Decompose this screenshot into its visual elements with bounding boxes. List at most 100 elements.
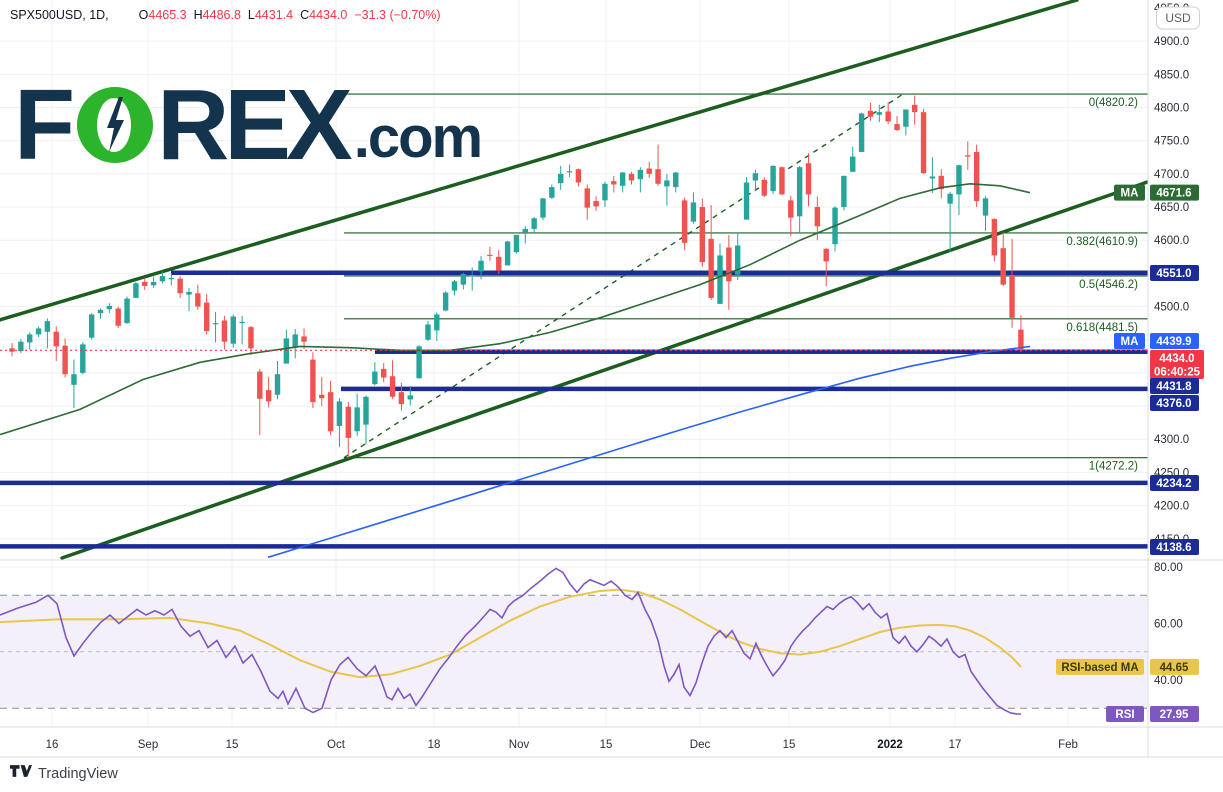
rsi-ma-value-badge — [1150, 658, 1199, 675]
price-tick: 4850.0 — [1154, 69, 1189, 81]
time-tick: 17 — [949, 739, 962, 751]
candle-body — [442, 292, 449, 311]
badge-text: RSI-based MA — [1061, 662, 1138, 674]
candle-body — [973, 151, 980, 202]
usd-button[interactable]: USD — [1156, 6, 1200, 30]
badge-text: MA — [1121, 188, 1139, 200]
candle-body — [186, 291, 192, 295]
candle-body — [894, 124, 900, 131]
level-badge — [1150, 378, 1199, 394]
price-tick: 4300.0 — [1154, 434, 1189, 446]
candle-body — [805, 163, 812, 195]
candle-body — [1000, 248, 1006, 285]
candle-body — [593, 201, 599, 207]
badge-text: 4434.0 — [1159, 353, 1194, 365]
fib-level-label: 0(4820.2) — [1089, 97, 1138, 109]
fib-level-label: 0.5(4546.2) — [1079, 279, 1138, 291]
time-axis[interactable]: 16 Sep 15 Oct 18 Nov 15 Dec 15 2022 17 Feb — [46, 739, 1078, 751]
candle-body — [867, 110, 874, 117]
candle-body — [336, 401, 343, 426]
grid — [0, 0, 1148, 727]
fib-level-label: 0.382(4610.9) — [1066, 236, 1138, 248]
candle-body — [584, 188, 590, 208]
time-tick: Feb — [1058, 739, 1078, 751]
price-tick: 4750.0 — [1154, 136, 1189, 148]
candle-body — [354, 407, 360, 432]
upper-trendline — [0, 0, 1079, 322]
tradingview-attribution[interactable]: TradingView — [10, 763, 118, 784]
candle-body — [425, 324, 431, 340]
candle-body — [717, 255, 723, 304]
rsi-label-badge — [1106, 706, 1144, 723]
high-value: H4486.8 — [193, 8, 241, 22]
badge-text: MA — [1121, 336, 1139, 348]
candle-body — [735, 245, 741, 275]
badge-text: 4376.0 — [1156, 398, 1191, 410]
candle-body — [513, 234, 520, 253]
candle-body — [982, 198, 989, 216]
candle-body — [628, 173, 635, 181]
candle-body — [230, 316, 236, 344]
candle-body — [858, 113, 865, 152]
candle-body — [44, 321, 51, 332]
candle-body — [681, 200, 688, 243]
candle-body — [885, 111, 891, 122]
candle-body — [673, 172, 679, 188]
rsi-line — [0, 567, 1022, 715]
candle-body — [62, 345, 68, 375]
candle-body — [115, 308, 121, 326]
candle-body — [310, 359, 316, 403]
candle-body — [327, 392, 334, 432]
candle-body — [708, 238, 714, 298]
candle-body — [487, 254, 493, 256]
candle-body — [743, 182, 750, 220]
candle-body — [991, 218, 998, 256]
candle-body — [35, 328, 42, 335]
fib-level-label: 1(4272.2) — [1089, 461, 1138, 473]
candle-body — [239, 321, 245, 324]
candle-body — [1018, 329, 1024, 351]
candle-body — [212, 323, 219, 325]
candle-body — [779, 167, 785, 195]
candle-body — [611, 181, 617, 185]
open-value: O4465.3 — [138, 8, 187, 22]
ma-green-line — [0, 182, 1031, 436]
candle-body — [97, 309, 104, 314]
badge-text: 27.95 — [1160, 709, 1189, 721]
candle-body — [1009, 275, 1015, 318]
candle-body — [265, 390, 272, 402]
candle-body — [566, 171, 573, 173]
symbol-legend[interactable]: SPX500USD, 1D, O4465.3 H4486.8 L4431.4 C4434… — [10, 8, 441, 22]
price-badges: MA 4671.6 MA 4439.9 4434.0 06:40:25 4551.0 4431… — [1056, 184, 1204, 723]
candle-body — [345, 406, 351, 438]
candle-body — [248, 327, 254, 349]
candle-body — [177, 278, 183, 294]
time-tick: 2022 — [877, 739, 903, 751]
usd-button-box[interactable] — [1156, 6, 1200, 30]
candle-body — [283, 338, 290, 364]
logo-dot-com: .com — [353, 105, 483, 170]
time-tick: 18 — [428, 739, 441, 751]
candle-body — [381, 368, 387, 378]
candle-body — [796, 167, 803, 217]
candle-body — [204, 302, 210, 332]
candle-body — [407, 395, 413, 400]
candle-body — [947, 193, 953, 204]
logo-letters-rex: REX — [157, 69, 353, 181]
lower-trendline — [60, 180, 1148, 560]
price-tick: 4800.0 — [1154, 102, 1189, 114]
time-tick: 15 — [226, 739, 239, 751]
candle-body — [504, 241, 511, 266]
rsi-tick: 80.00 — [1154, 562, 1183, 574]
candle-body — [726, 247, 732, 282]
candle-body — [124, 298, 130, 324]
candle-body — [133, 283, 139, 298]
candle-body — [159, 276, 166, 282]
candle-body — [71, 374, 77, 385]
candle-body — [912, 104, 918, 113]
candle-body — [292, 334, 298, 348]
badge-text: 4431.8 — [1156, 381, 1192, 393]
dashed-trendline — [343, 93, 904, 459]
time-tick: 15 — [783, 739, 796, 751]
